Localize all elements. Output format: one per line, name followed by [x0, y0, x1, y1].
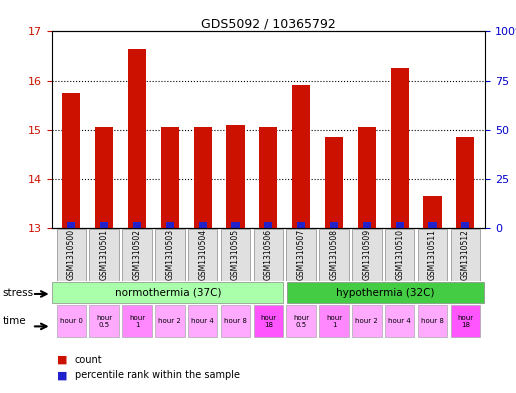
- Bar: [292, 86, 310, 228]
- FancyBboxPatch shape: [188, 305, 217, 337]
- Text: hour
1: hour 1: [326, 315, 342, 328]
- Text: hour 4: hour 4: [191, 318, 214, 324]
- Bar: [100, 222, 108, 228]
- Text: hour
1: hour 1: [129, 315, 145, 328]
- FancyBboxPatch shape: [89, 305, 119, 337]
- FancyBboxPatch shape: [57, 229, 86, 281]
- FancyBboxPatch shape: [319, 305, 349, 337]
- Text: normothermia (37C): normothermia (37C): [115, 288, 221, 298]
- Text: GSM1310500: GSM1310500: [67, 229, 76, 280]
- Bar: [391, 68, 409, 228]
- Text: GSM1310509: GSM1310509: [362, 229, 372, 280]
- Bar: [194, 127, 212, 228]
- Bar: [428, 222, 437, 228]
- Text: percentile rank within the sample: percentile rank within the sample: [75, 370, 240, 380]
- Text: hour
18: hour 18: [260, 315, 277, 328]
- FancyBboxPatch shape: [385, 305, 414, 337]
- FancyBboxPatch shape: [450, 305, 480, 337]
- Text: count: count: [75, 354, 103, 365]
- Text: GSM1310511: GSM1310511: [428, 229, 437, 280]
- Text: GSM1310505: GSM1310505: [231, 229, 240, 280]
- FancyBboxPatch shape: [418, 229, 447, 281]
- Text: GDS5092 / 10365792: GDS5092 / 10365792: [201, 18, 336, 31]
- Bar: [128, 49, 146, 228]
- Text: ■: ■: [57, 354, 67, 365]
- Text: hour 2: hour 2: [158, 318, 181, 324]
- Text: hour 2: hour 2: [356, 318, 378, 324]
- FancyBboxPatch shape: [385, 229, 414, 281]
- Bar: [227, 125, 245, 228]
- FancyBboxPatch shape: [53, 282, 283, 303]
- Bar: [456, 137, 474, 228]
- FancyBboxPatch shape: [57, 305, 86, 337]
- FancyBboxPatch shape: [352, 305, 382, 337]
- Bar: [133, 222, 141, 228]
- FancyBboxPatch shape: [418, 305, 447, 337]
- Bar: [297, 222, 305, 228]
- Bar: [424, 196, 442, 228]
- Bar: [330, 222, 338, 228]
- Text: hour
0.5: hour 0.5: [96, 315, 112, 328]
- Bar: [363, 222, 371, 228]
- Text: hour 0: hour 0: [60, 318, 83, 324]
- FancyBboxPatch shape: [286, 229, 316, 281]
- Text: hour 8: hour 8: [421, 318, 444, 324]
- Text: hour 4: hour 4: [389, 318, 411, 324]
- Bar: [166, 222, 174, 228]
- Text: GSM1310501: GSM1310501: [100, 229, 109, 280]
- FancyBboxPatch shape: [221, 229, 250, 281]
- Text: hypothermia (32C): hypothermia (32C): [336, 288, 434, 298]
- Text: GSM1310508: GSM1310508: [330, 229, 338, 280]
- Bar: [62, 93, 80, 228]
- Text: GSM1310504: GSM1310504: [198, 229, 207, 280]
- FancyBboxPatch shape: [89, 229, 119, 281]
- Bar: [67, 222, 75, 228]
- Text: GSM1310512: GSM1310512: [461, 229, 470, 280]
- FancyBboxPatch shape: [122, 305, 152, 337]
- Text: GSM1310510: GSM1310510: [395, 229, 404, 280]
- FancyBboxPatch shape: [155, 305, 185, 337]
- FancyBboxPatch shape: [188, 229, 217, 281]
- Text: GSM1310506: GSM1310506: [264, 229, 273, 280]
- Text: GSM1310502: GSM1310502: [133, 229, 141, 280]
- FancyBboxPatch shape: [287, 282, 484, 303]
- FancyBboxPatch shape: [253, 229, 283, 281]
- Bar: [461, 222, 470, 228]
- FancyBboxPatch shape: [286, 305, 316, 337]
- FancyBboxPatch shape: [450, 229, 480, 281]
- Text: hour
18: hour 18: [457, 315, 473, 328]
- FancyBboxPatch shape: [253, 305, 283, 337]
- FancyBboxPatch shape: [352, 229, 382, 281]
- Bar: [325, 137, 343, 228]
- Bar: [231, 222, 239, 228]
- Bar: [95, 127, 113, 228]
- Text: GSM1310503: GSM1310503: [165, 229, 174, 280]
- Text: stress: stress: [3, 288, 34, 298]
- Bar: [396, 222, 404, 228]
- Bar: [264, 222, 272, 228]
- Text: ■: ■: [57, 370, 67, 380]
- FancyBboxPatch shape: [122, 229, 152, 281]
- Bar: [161, 127, 179, 228]
- Bar: [358, 127, 376, 228]
- FancyBboxPatch shape: [221, 305, 250, 337]
- Text: hour 8: hour 8: [224, 318, 247, 324]
- Text: time: time: [3, 316, 26, 327]
- FancyBboxPatch shape: [155, 229, 185, 281]
- Bar: [259, 127, 278, 228]
- Text: GSM1310507: GSM1310507: [297, 229, 305, 280]
- FancyBboxPatch shape: [319, 229, 349, 281]
- Text: hour
0.5: hour 0.5: [293, 315, 309, 328]
- Bar: [199, 222, 207, 228]
